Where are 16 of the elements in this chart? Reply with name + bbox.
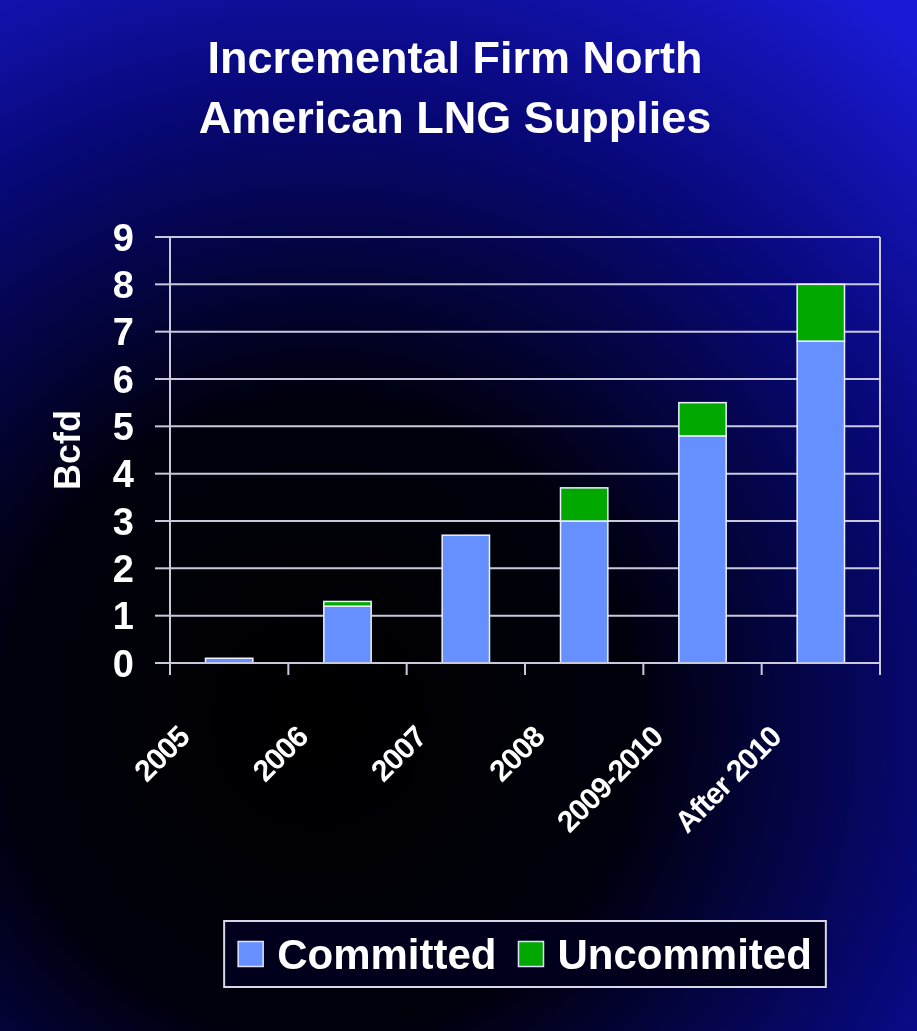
y-tick-label: 4 [112,453,134,496]
bar [441,534,491,664]
y-tick-label: 7 [112,311,134,354]
legend-label: Uncommited [557,931,812,979]
y-axis-title: Bcfd [46,410,88,490]
y-tick-label: 3 [112,500,134,543]
y-tick-label: 5 [112,406,134,449]
y-tick-label: 9 [112,216,134,259]
legend-label: Committed [277,931,497,979]
y-tick-label: 2 [112,548,134,591]
y-tick-label: 8 [112,264,134,307]
bar [323,605,372,664]
y-tick-label: 0 [112,642,134,685]
y-tick-label: 6 [112,358,134,401]
chart-title: Incremental Firm North American LNG Supplies [198,32,712,143]
y-tick-label: 1 [112,595,134,638]
